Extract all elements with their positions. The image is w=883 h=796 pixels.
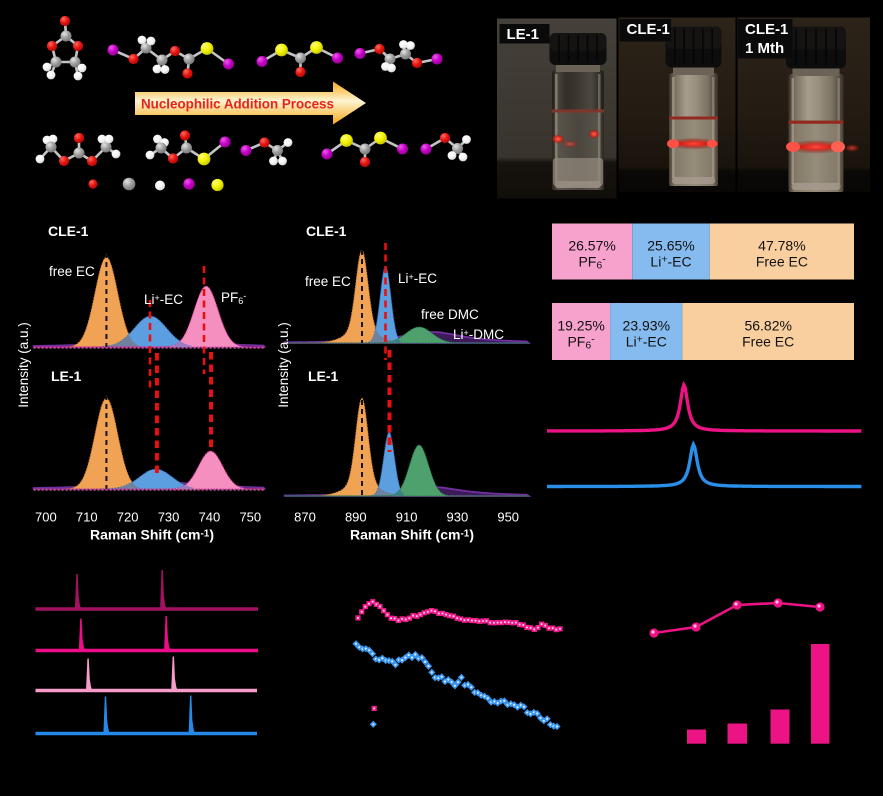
svg-text:CLE-1: CLE-1 xyxy=(627,21,670,38)
svg-text:Li+-EC: Li+-EC xyxy=(650,253,691,269)
svg-text:Li+-EC: Li+-EC xyxy=(144,292,183,307)
svg-text:710: 710 xyxy=(76,510,98,525)
svg-text:Raman Shift (cm-1): Raman Shift (cm-1) xyxy=(90,527,214,543)
svg-text:Free EC: Free EC xyxy=(742,333,794,349)
svg-text:Free EC: Free EC xyxy=(756,253,808,269)
svg-text:23.93%: 23.93% xyxy=(623,317,670,333)
svg-text:870: 870 xyxy=(294,510,316,525)
svg-text:CLE-1: CLE-1 xyxy=(306,223,347,239)
svg-text:1 Mth: 1 Mth xyxy=(745,40,784,57)
svg-text:CLE-1: CLE-1 xyxy=(745,21,788,38)
svg-text:PF6-: PF6- xyxy=(578,253,606,271)
svg-text:950: 950 xyxy=(497,510,519,525)
svg-text:47.78%: 47.78% xyxy=(758,237,805,253)
svg-text:19.25%: 19.25% xyxy=(557,317,604,333)
svg-text:910: 910 xyxy=(396,510,418,525)
svg-text:PF6-: PF6- xyxy=(567,333,595,351)
svg-text:56.82%: 56.82% xyxy=(744,317,791,333)
svg-text:750: 750 xyxy=(239,510,261,525)
svg-text:PF6-: PF6- xyxy=(221,290,246,306)
svg-text:LE-1: LE-1 xyxy=(507,26,540,43)
svg-text:Li+-EC: Li+-EC xyxy=(398,271,437,286)
svg-text:Li+-DMC: Li+-DMC xyxy=(453,327,504,342)
svg-text:Intensity (a.u.): Intensity (a.u.) xyxy=(276,322,291,408)
svg-text:Raman Shift (cm-1): Raman Shift (cm-1) xyxy=(350,527,474,543)
svg-text:LE-1: LE-1 xyxy=(51,368,82,384)
svg-text:Li+-EC: Li+-EC xyxy=(626,333,667,349)
svg-text:700: 700 xyxy=(35,510,57,525)
svg-text:Nucleophilic Addition Process: Nucleophilic Addition Process xyxy=(141,97,334,112)
svg-text:LE-1: LE-1 xyxy=(308,368,339,384)
svg-text:740: 740 xyxy=(199,510,221,525)
svg-text:CLE-1: CLE-1 xyxy=(48,223,89,239)
svg-text:free EC: free EC xyxy=(49,264,95,279)
svg-text:Intensity (a.u.): Intensity (a.u.) xyxy=(16,322,31,408)
svg-text:free EC: free EC xyxy=(305,274,351,289)
svg-text:free DMC: free DMC xyxy=(421,307,479,322)
svg-text:730: 730 xyxy=(158,510,180,525)
svg-text:890: 890 xyxy=(345,510,367,525)
svg-text:26.57%: 26.57% xyxy=(568,237,615,253)
svg-text:25.65%: 25.65% xyxy=(647,237,694,253)
svg-text:720: 720 xyxy=(117,510,139,525)
svg-text:930: 930 xyxy=(447,510,469,525)
